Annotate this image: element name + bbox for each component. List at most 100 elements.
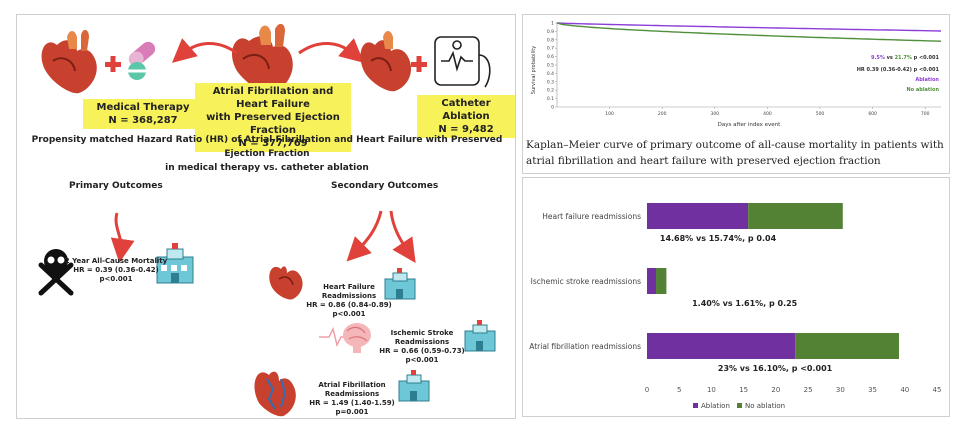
x-tick-label: 30: [836, 386, 845, 394]
km-caption: Kaplan–Meier curve of primary outcome of…: [526, 139, 944, 167]
km-chart: 0 0.1 0.2 0.3 0.4 0.5 0.6 0.7 0.8 0.9 1 100 200 300 4…: [531, 21, 942, 128]
anatomical-heart-icon: [269, 266, 303, 300]
legend-swatch-ablation: [693, 403, 698, 408]
skull-icon: [38, 249, 74, 296]
mortality-hr: HR = 0.39 (0.36-0.42): [73, 266, 159, 274]
x-tick-label: 35: [868, 386, 877, 394]
km-ylabel: Survival probability: [531, 46, 537, 94]
km-xtick-label: 500: [816, 111, 825, 117]
headline: Propensity matched Hazard Ratio (HR) of …: [25, 133, 509, 175]
km-stat2: HR 0.39 (0.36-0.42) p <0.001: [857, 67, 940, 73]
km-xtick-label: 300: [711, 111, 720, 117]
km-ytick-label: 0.8: [547, 37, 554, 43]
x-tick-label: 15: [739, 386, 748, 394]
readmissions-legend: Ablation No ablation: [693, 402, 785, 410]
hf-p: p<0.001: [332, 310, 366, 318]
bar-ablation: [647, 203, 749, 229]
km-ytick-label: 0.7: [547, 46, 554, 52]
hospital-icon-hf: [384, 268, 416, 300]
heart-icon-right: [360, 31, 412, 92]
bar-no-ablation: [795, 333, 899, 359]
km-stat1: 9.5% vs 21.7% p <0.001: [871, 55, 940, 61]
legend-label-no-ablation: No ablation: [745, 402, 785, 410]
km-legend-ablation: Ablation: [915, 77, 939, 83]
primary-outcomes-title: Primary Outcomes: [69, 181, 163, 191]
km-no-ablation-curve: [556, 22, 942, 42]
x-tick-label: 25: [804, 386, 813, 394]
km-xtick-label: 700: [921, 111, 930, 117]
km-legend-no-ablation: No ablation: [907, 87, 940, 93]
stroke-label: Ischemic Stroke Readmissions HR = 0.66 (…: [367, 329, 477, 365]
x-tick-label: 40: [900, 386, 909, 394]
medical-therapy-n: N = 368,287: [108, 115, 178, 126]
medical-therapy-box: Medical Therapy N = 368,287: [83, 99, 203, 129]
plus-icon-right: [411, 56, 427, 72]
hf-title: Heart Failure Readmissions: [321, 283, 377, 300]
km-ytick-label: 0.6: [547, 54, 554, 60]
x-tick-label: 45: [933, 386, 942, 394]
hf-hr: HR = 0.86 (0.84-0.89): [306, 301, 392, 309]
center-heart-icon: [232, 23, 293, 94]
legend-swatch-no-ablation: [737, 403, 742, 408]
category-label: Atrial fibrillation readmissions: [529, 342, 641, 351]
infographic-panel: Medical Therapy N = 368,287 Atrial Fibri…: [16, 14, 516, 419]
center-line1: Atrial Fibrillation and Heart Failure: [212, 86, 334, 110]
af-heart-icon: [254, 371, 296, 417]
km-x-axis: 100 200 300 400 500 600 700: [605, 107, 930, 117]
infographic-artwork: [38, 23, 496, 417]
km-ytick-label: 0.4: [547, 71, 554, 77]
km-y-axis: 0 0.1 0.2 0.3 0.4 0.5 0.6 0.7 0.8 0.9 1: [547, 21, 557, 111]
km-ytick-label: 0.3: [547, 79, 554, 85]
pills-icon: [128, 41, 156, 80]
km-stat1-p: p <0.001: [912, 55, 940, 61]
mortality-label: 2 Year All-Cause Mortality HR = 0.39 (0.…: [61, 257, 171, 284]
km-xlabel: Days after index event: [718, 122, 782, 128]
km-ablation-curve: [556, 22, 942, 32]
af-hr: HR = 1.49 (1.40-1.59): [309, 399, 395, 407]
stroke-title: Ischemic Stroke Readmissions: [390, 329, 454, 346]
hf-label: Heart Failure Readmissions HR = 0.86 (0.…: [297, 283, 401, 319]
catheter-ablation-title: Catheter Ablation: [441, 98, 491, 122]
catheter-device-icon: [434, 36, 491, 88]
mortality-p: p<0.001: [99, 275, 133, 283]
bar-ablation: [647, 268, 657, 294]
x-tick-label: 10: [707, 386, 716, 394]
arrow-secondary-right: [389, 210, 416, 263]
stroke-p: p<0.001: [405, 356, 439, 364]
center-n: N = 377,769: [238, 138, 308, 149]
km-panel: 0 0.1 0.2 0.3 0.4 0.5 0.6 0.7 0.8 0.9 1 100 200 300 4…: [522, 14, 950, 174]
stroke-hr: HR = 0.66 (0.59-0.73): [379, 347, 465, 355]
hospital-icon-af: [398, 370, 430, 402]
mortality-title: 2 Year All-Cause Mortality: [64, 257, 168, 265]
af-title: Atrial Fibrillation Readmissions: [318, 381, 386, 398]
af-label: Atrial Fibrillation Readmissions HR = 1.…: [295, 381, 409, 417]
km-xtick-label: 100: [605, 111, 614, 117]
bar-no-ablation: [656, 268, 667, 294]
medical-therapy-title: Medical Therapy: [96, 102, 190, 113]
hospital-icon-stroke: [464, 320, 496, 352]
headline-line1: Propensity matched Hazard Ratio (HR) of …: [31, 135, 503, 159]
km-stat1-a: 9.5%: [871, 55, 885, 61]
bar-annotation: 23% vs 16.10%, p <0.001: [718, 364, 833, 373]
km-ytick-label: 0.2: [547, 88, 554, 94]
bar-annotation: 1.40% vs 1.61%, p 0.25: [692, 299, 798, 308]
category-label: Ischemic stroke readmissions: [531, 277, 641, 286]
catheter-ablation-box: Catheter Ablation N = 9,482: [417, 95, 515, 138]
km-ytick-label: 0.9: [547, 29, 554, 35]
x-tick-label: 20: [771, 386, 780, 394]
x-tick-label: 5: [677, 386, 681, 394]
catheter-ablation-n: N = 9,482: [438, 124, 494, 135]
arrow-secondary-left: [346, 210, 383, 262]
km-stat1-b: 21.7%: [895, 55, 912, 61]
secondary-outcomes-title: Secondary Outcomes: [331, 181, 439, 191]
brain-icon: [319, 323, 371, 353]
x-tick-label: 0: [645, 386, 649, 394]
km-ytick-label: 0.5: [547, 63, 554, 69]
hospital-icon: [156, 243, 194, 284]
arrow-primary: [110, 212, 135, 263]
arrow-to-ablation: [298, 38, 365, 63]
km-xtick-label: 400: [763, 111, 772, 117]
km-stat1-vs: vs: [885, 55, 895, 61]
km-xtick-label: 200: [658, 111, 667, 117]
arrow-to-medical: [171, 38, 238, 63]
